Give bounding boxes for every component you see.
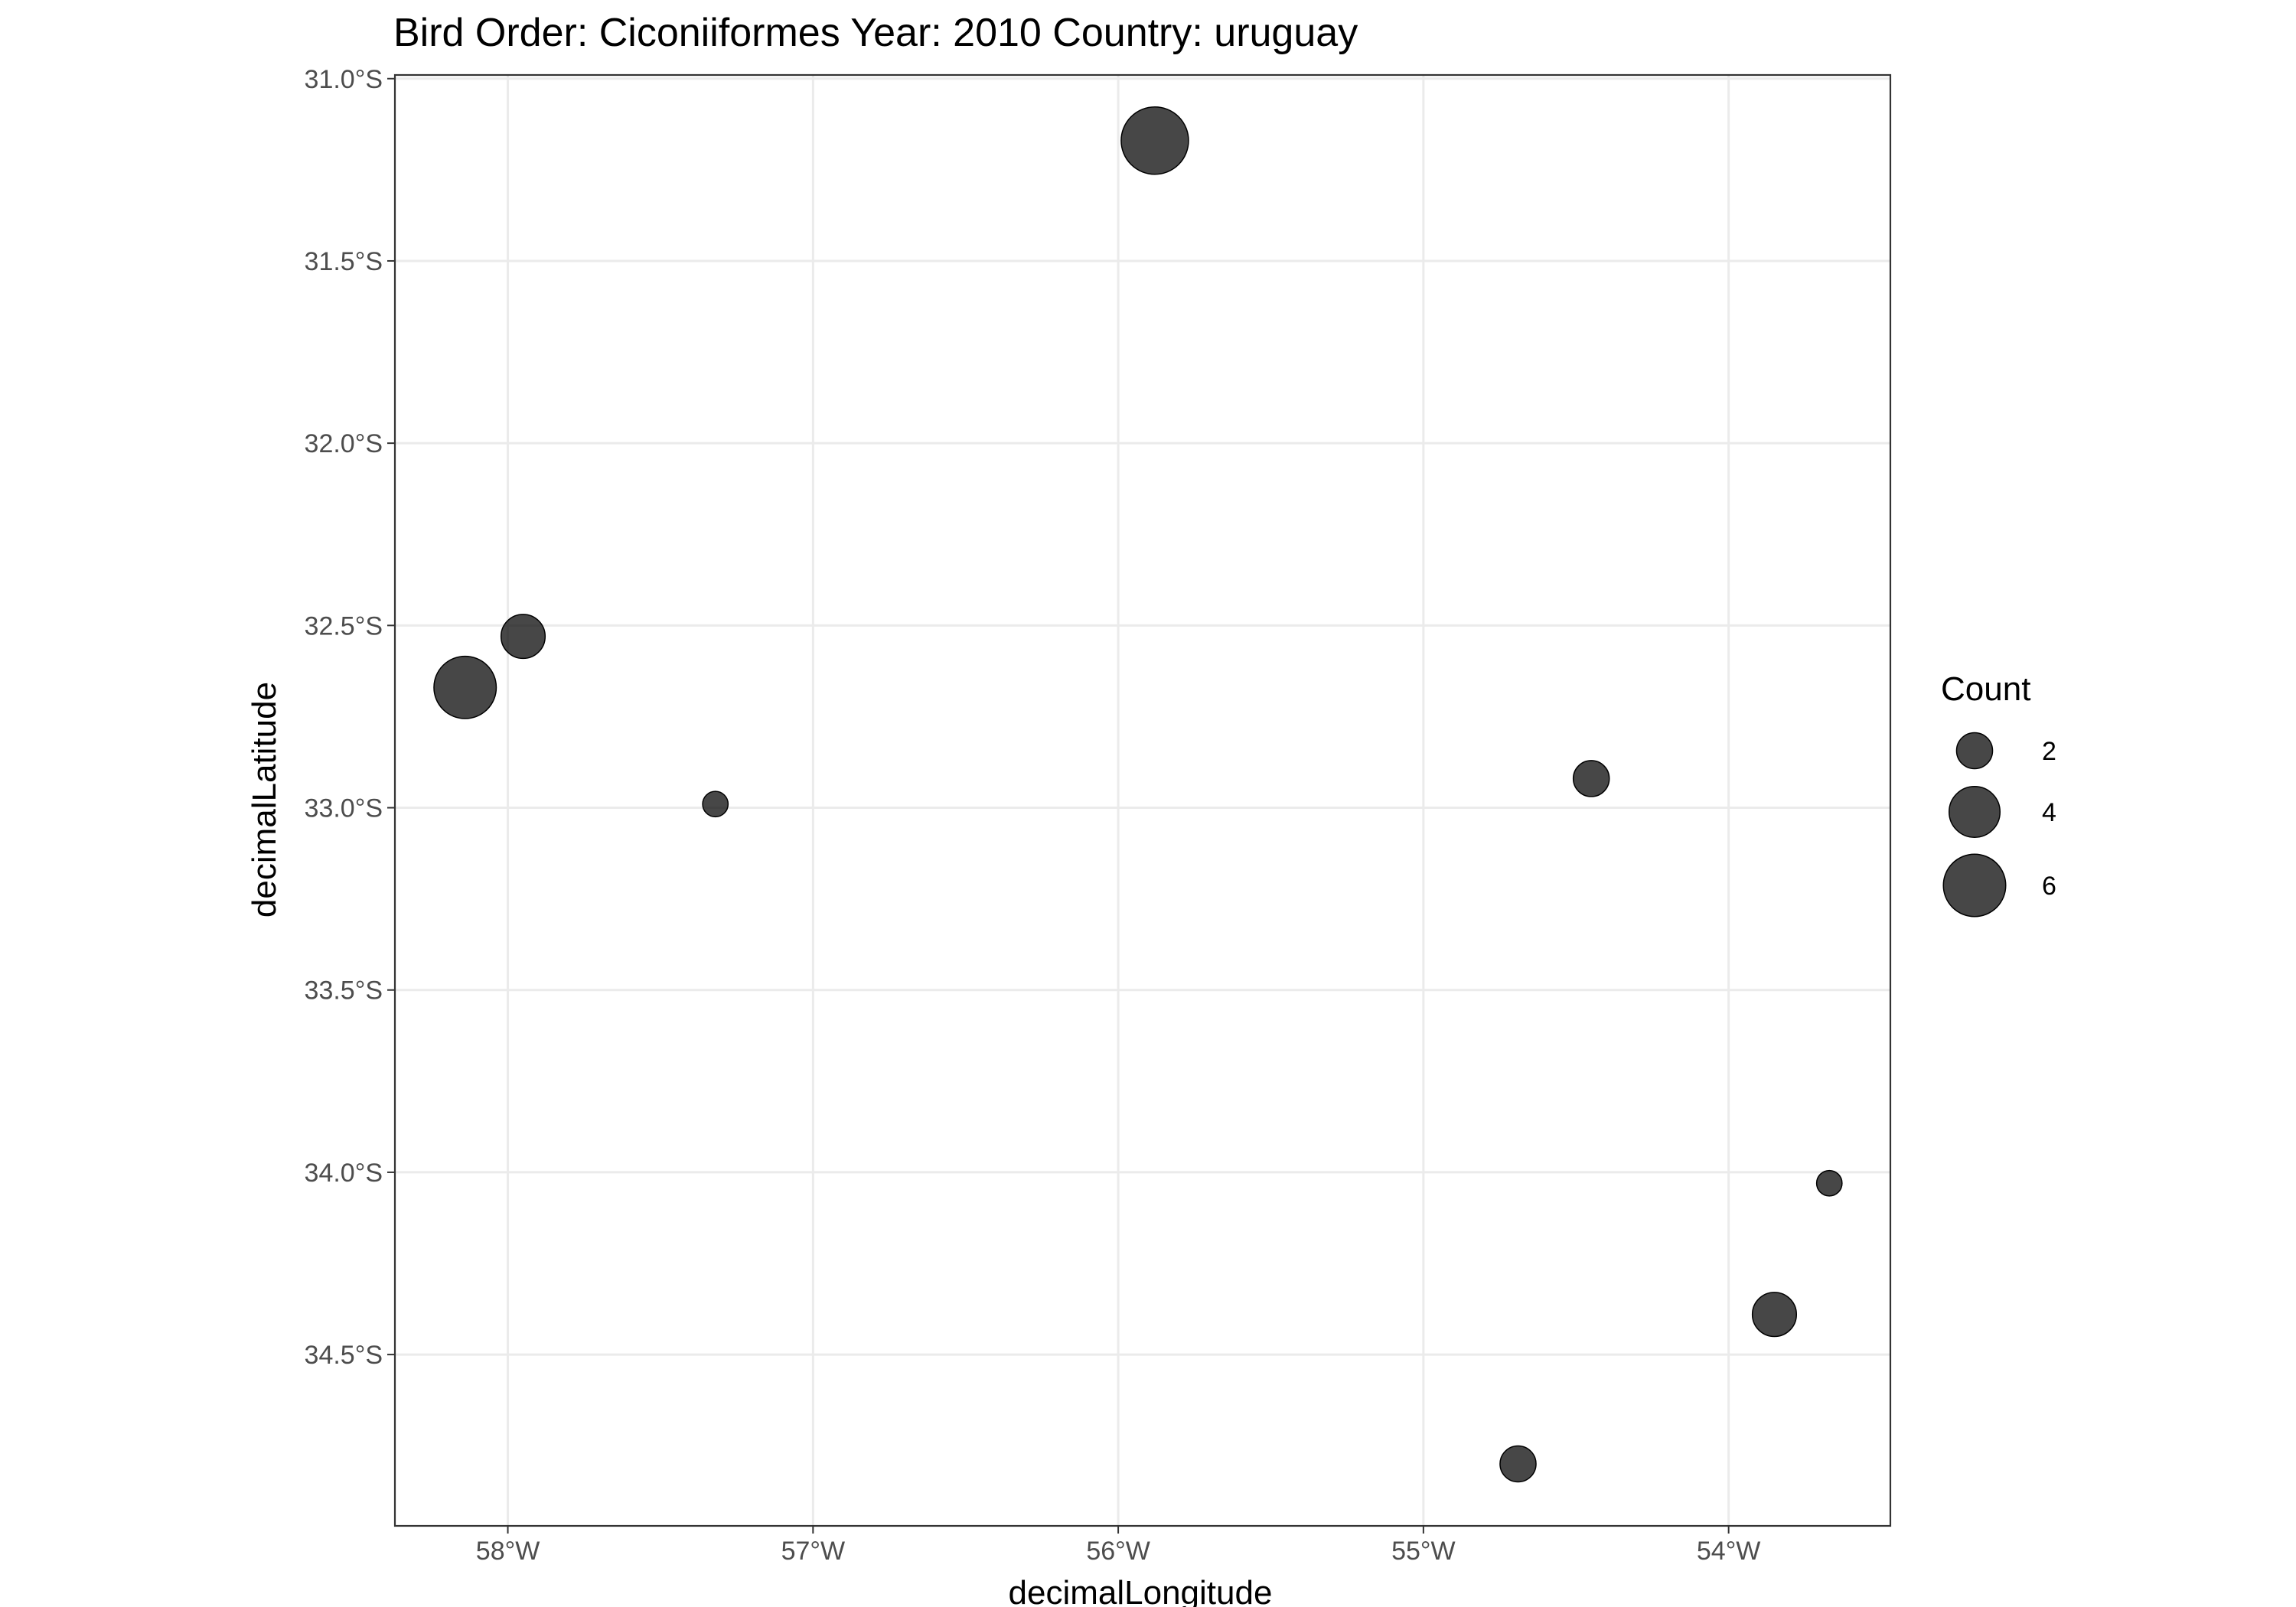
plot-panel-border: [393, 73, 1892, 1527]
legend-keys: 2 4 6: [1942, 732, 2056, 918]
y-axis-ticks: 31.0°S 31.5°S 32.0°S 32.5°S 33.0°S 33.5°S 34.0…: [305, 65, 395, 1370]
size-legend: Count 2 4 6: [1941, 670, 2056, 918]
y-tick-label: 33.0°S: [305, 794, 383, 823]
y-tick-label: 32.5°S: [305, 611, 383, 641]
data-point: [433, 655, 497, 719]
data-point: [702, 790, 729, 818]
y-tick-label: 31.0°S: [305, 65, 383, 94]
legend-key-circle: [1955, 732, 1994, 770]
chart-title: Bird Order: Ciconiiformes Year: 2010 Cou…: [393, 11, 1358, 55]
y-tick-label: 33.5°S: [305, 976, 383, 1006]
y-tick-label: 32.0°S: [305, 429, 383, 458]
data-points: [433, 106, 1843, 1483]
x-tick-label: 56°W: [1086, 1537, 1150, 1566]
gridlines: [395, 75, 1890, 1526]
data-point: [1815, 1169, 1843, 1197]
y-tick-label: 31.5°S: [305, 247, 383, 276]
x-axis-title: decimalLongitude: [1009, 1574, 1273, 1607]
legend-key-label: 2: [2042, 737, 2056, 766]
data-point: [1572, 760, 1610, 797]
legend-key-circle: [1948, 785, 2001, 839]
legend-title: Count: [1941, 670, 2030, 708]
y-axis-title: decimalLatitude: [246, 682, 283, 918]
y-tick-label: 34.0°S: [305, 1159, 383, 1188]
x-tick-label: 54°W: [1697, 1537, 1761, 1566]
x-axis-ticks: 58°W 57°W 56°W 55°W 54°W: [476, 1526, 1761, 1566]
x-tick-label: 58°W: [476, 1537, 540, 1566]
y-tick-label: 34.5°S: [305, 1341, 383, 1370]
data-point: [1751, 1292, 1798, 1338]
data-point: [500, 614, 546, 660]
data-point: [1120, 106, 1189, 175]
legend-key-label: 4: [2042, 798, 2056, 827]
data-point: [1499, 1445, 1537, 1483]
x-tick-label: 55°W: [1391, 1537, 1456, 1566]
legend-key-label: 6: [2042, 872, 2056, 901]
x-tick-label: 57°W: [781, 1537, 846, 1566]
legend-key-circle: [1942, 853, 2007, 918]
